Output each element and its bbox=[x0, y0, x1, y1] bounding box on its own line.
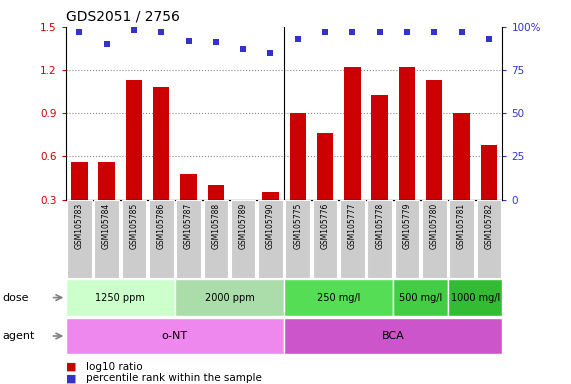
Bar bbox=[340, 200, 365, 278]
Text: GSM105775: GSM105775 bbox=[293, 203, 302, 249]
Point bbox=[102, 41, 111, 47]
Bar bbox=[94, 200, 119, 278]
Bar bbox=[367, 200, 392, 278]
Text: dose: dose bbox=[3, 293, 29, 303]
Bar bbox=[313, 200, 337, 278]
Bar bbox=[422, 200, 447, 278]
Text: GSM105779: GSM105779 bbox=[403, 203, 412, 249]
Bar bbox=[175, 279, 284, 316]
Bar bbox=[344, 67, 360, 200]
Text: GSM105777: GSM105777 bbox=[348, 203, 357, 249]
Bar bbox=[317, 133, 333, 200]
Text: o-NT: o-NT bbox=[162, 331, 188, 341]
Text: GSM105783: GSM105783 bbox=[75, 203, 84, 249]
Bar bbox=[71, 162, 87, 200]
Point bbox=[75, 29, 84, 35]
Bar bbox=[286, 200, 310, 278]
Point bbox=[375, 29, 384, 35]
Point bbox=[320, 29, 329, 35]
Text: GSM105776: GSM105776 bbox=[320, 203, 329, 249]
Text: agent: agent bbox=[3, 331, 35, 341]
Text: GSM105780: GSM105780 bbox=[430, 203, 439, 249]
Text: GSM105781: GSM105781 bbox=[457, 203, 466, 249]
Text: GSM105790: GSM105790 bbox=[266, 203, 275, 249]
Text: log10 ratio: log10 ratio bbox=[86, 362, 142, 372]
Bar bbox=[66, 318, 284, 354]
Bar bbox=[122, 200, 146, 278]
Bar bbox=[66, 279, 175, 316]
Text: 500 mg/l: 500 mg/l bbox=[399, 293, 442, 303]
Point bbox=[266, 50, 275, 56]
Point bbox=[457, 29, 466, 35]
Bar bbox=[481, 145, 497, 200]
Text: ■: ■ bbox=[66, 362, 76, 372]
Bar bbox=[477, 200, 501, 278]
Bar bbox=[284, 279, 393, 316]
Text: GSM105788: GSM105788 bbox=[211, 203, 220, 249]
Point bbox=[184, 38, 193, 44]
Text: GSM105785: GSM105785 bbox=[130, 203, 138, 249]
Text: GSM105787: GSM105787 bbox=[184, 203, 193, 249]
Text: 1250 ppm: 1250 ppm bbox=[95, 293, 145, 303]
Text: GSM105782: GSM105782 bbox=[484, 203, 493, 249]
Text: BCA: BCA bbox=[382, 331, 405, 341]
Point bbox=[130, 27, 139, 33]
Bar bbox=[393, 279, 448, 316]
Point bbox=[403, 29, 412, 35]
Point bbox=[293, 36, 302, 42]
Text: 2000 ppm: 2000 ppm bbox=[204, 293, 254, 303]
Point bbox=[211, 40, 220, 46]
Bar bbox=[395, 200, 419, 278]
Bar bbox=[289, 113, 306, 200]
Bar bbox=[448, 279, 502, 316]
Bar bbox=[231, 200, 255, 278]
Point bbox=[348, 29, 357, 35]
Bar bbox=[180, 174, 196, 200]
Bar bbox=[98, 162, 115, 200]
Bar bbox=[399, 67, 415, 200]
Text: ■: ■ bbox=[66, 373, 76, 383]
Point bbox=[239, 46, 248, 53]
Bar bbox=[203, 200, 228, 278]
Text: 250 mg/l: 250 mg/l bbox=[317, 293, 360, 303]
Bar bbox=[235, 200, 251, 203]
Bar bbox=[176, 200, 201, 278]
Bar bbox=[426, 80, 443, 200]
Text: GSM105789: GSM105789 bbox=[239, 203, 248, 249]
Bar bbox=[449, 200, 474, 278]
Text: GSM105786: GSM105786 bbox=[156, 203, 166, 249]
Text: 1000 mg/l: 1000 mg/l bbox=[451, 293, 500, 303]
Bar bbox=[258, 200, 283, 278]
Bar bbox=[284, 318, 502, 354]
Bar bbox=[149, 200, 174, 278]
Text: GDS2051 / 2756: GDS2051 / 2756 bbox=[66, 10, 179, 23]
Bar bbox=[453, 113, 470, 200]
Text: percentile rank within the sample: percentile rank within the sample bbox=[86, 373, 262, 383]
Bar bbox=[262, 192, 279, 200]
Point bbox=[156, 29, 166, 35]
Bar bbox=[371, 94, 388, 200]
Text: GSM105784: GSM105784 bbox=[102, 203, 111, 249]
Text: GSM105778: GSM105778 bbox=[375, 203, 384, 249]
Bar bbox=[153, 87, 170, 200]
Bar bbox=[67, 200, 91, 278]
Point bbox=[484, 36, 493, 42]
Bar bbox=[126, 80, 142, 200]
Point bbox=[429, 29, 439, 35]
Bar bbox=[208, 185, 224, 200]
